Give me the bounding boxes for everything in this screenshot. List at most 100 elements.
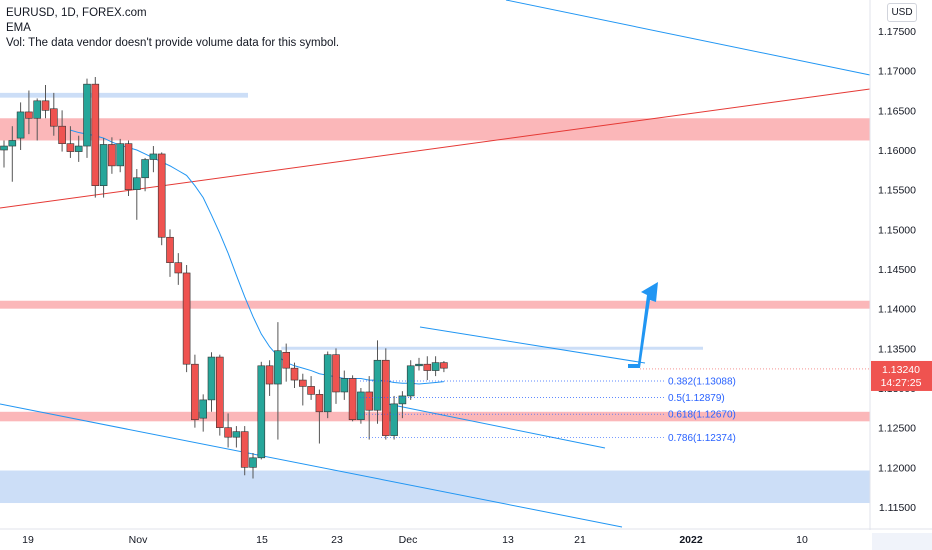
price-tag-bg [871,360,932,391]
fib-label-1: 0.5(1.12879) [668,393,725,404]
x-tick-label-4: Dec [399,534,418,546]
y-tick-label-11: 1.12000 [878,462,916,474]
candle-body-23 [191,363,199,421]
wedge-lower-line [382,402,606,449]
symbol-title[interactable]: EURUSD, 1D, FOREX.com [6,7,147,19]
fib-label-2: 0.618(1.12670) [668,410,736,421]
candle-body-18 [149,153,158,160]
candle-body-34 [282,351,291,369]
zone-red-0 [0,118,870,141]
y-tick-label-2: 1.16500 [878,105,916,117]
candle-body-41 [340,378,349,393]
y-tick-label-12: 1.11500 [879,502,916,514]
candle-body-13 [108,144,116,167]
candle-body-26 [216,356,224,428]
candle-body-53 [440,362,448,369]
x-tick-label-3: 23 [331,534,343,546]
x-tick-label-1: Nov [129,534,148,546]
candle-body-40 [332,354,340,393]
candle-body-12 [99,144,108,187]
x-tick-label-6: 21 [574,534,586,546]
logo-area [872,533,932,550]
candle-body-5 [41,100,50,111]
candle-body-17 [141,159,149,179]
fib-label-3: 0.786(1.12374) [668,433,736,444]
zone-blue-3 [0,470,870,504]
candle-body-30 [249,457,257,468]
wedge-upper-line [419,326,646,364]
candle-body-48 [398,395,407,405]
candle-body-25 [207,356,216,401]
y-tick-label-4: 1.15500 [878,185,916,197]
up-arrow-icon [628,282,658,368]
y-tick-label-6: 1.14500 [878,264,916,276]
candle-body-16 [133,177,141,190]
volume-note: Vol: The data vendor doesn't provide vol… [6,37,340,49]
candle-body-21 [174,262,183,274]
x-tick-label-7: 2022 [679,534,703,546]
candle-body-47 [390,403,398,436]
candle-body-11 [91,83,100,187]
candle-body-2 [16,111,25,139]
ema-indicator-label[interactable]: EMA [6,22,31,34]
candle-body-45 [373,359,382,411]
y-tick-label-10: 1.12500 [878,423,916,435]
y-tick-label-7: 1.14000 [878,304,916,316]
upper-trend-line [505,0,871,76]
candle-body-50 [415,363,423,367]
candle-body-28 [232,431,241,438]
candle-body-24 [199,399,207,419]
candle-body-1 [8,140,17,147]
chart-legend: EURUSD, 1D, FOREX.com EMA Vol: The data … [6,6,339,51]
candle-body-36 [298,379,307,387]
candle-body-43 [357,391,365,421]
x-tick-label-0: 19 [22,534,34,546]
candle-body-31 [257,365,266,459]
currency-button[interactable]: USD [887,3,917,22]
candle-body-52 [431,362,440,371]
candle-body-38 [315,394,324,413]
candle-body-4 [33,100,42,119]
y-tick-label-5: 1.15000 [878,224,916,236]
price-tag-value: 1.13240 [882,364,920,376]
candle-body-7 [58,125,66,144]
candle-body-35 [290,367,299,381]
zone-blue-4 [0,92,248,98]
x-tick-label-8: 10 [796,534,808,546]
candle-body-22 [182,272,191,365]
candle-body-9 [74,145,83,152]
candle-body-29 [240,431,249,468]
lower-channel-line [0,403,623,528]
candle-body-33 [274,350,282,385]
candle-body-27 [224,427,232,438]
candle-body-32 [265,365,274,385]
zone-red-2 [0,411,870,422]
zone-red-1 [0,300,870,309]
y-tick-label-0: 1.17500 [878,26,916,38]
candle-body-51 [423,363,432,371]
candle-body-37 [307,386,315,395]
y-tick-label-8: 1.13500 [878,343,916,355]
fib-label-0: 0.382(1.13088) [668,377,736,388]
y-tick-label-3: 1.16000 [878,145,916,157]
candle-body-8 [66,143,75,152]
zone-blue-5 [281,346,703,350]
candle-body-10 [83,83,91,147]
candle-body-3 [25,111,33,119]
candle-body-44 [365,391,374,411]
candle-body-39 [323,354,332,413]
candle-body-6 [49,108,58,127]
candle-body-0 [0,145,8,151]
candle-body-20 [166,236,174,263]
ema-line [70,129,444,385]
candle-body-42 [348,378,357,421]
candle-body-19 [157,153,166,238]
candle-body-14 [116,143,124,167]
x-tick-label-5: 13 [502,534,514,546]
price-tag-countdown: 14:27:25 [881,377,922,389]
y-tick-label-1: 1.17000 [878,66,916,78]
candle-body-46 [381,359,390,436]
x-tick-label-2: 15 [256,534,268,546]
